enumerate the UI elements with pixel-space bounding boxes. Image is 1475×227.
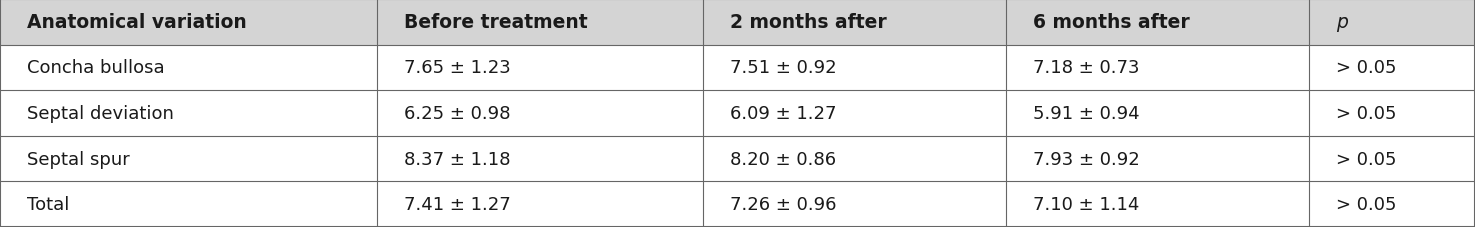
Text: 8.20 ± 0.86: 8.20 ± 0.86 — [730, 150, 836, 168]
Text: 8.37 ± 1.18: 8.37 ± 1.18 — [404, 150, 510, 168]
Text: > 0.05: > 0.05 — [1336, 105, 1397, 122]
Text: 7.18 ± 0.73: 7.18 ± 0.73 — [1032, 59, 1139, 77]
Text: 7.51 ± 0.92: 7.51 ± 0.92 — [730, 59, 836, 77]
Text: p: p — [1336, 13, 1348, 32]
Text: Anatomical variation: Anatomical variation — [27, 13, 246, 32]
Text: > 0.05: > 0.05 — [1336, 59, 1397, 77]
Text: 2 months after: 2 months after — [730, 13, 886, 32]
Text: Septal spur: Septal spur — [27, 150, 130, 168]
Text: Total: Total — [27, 195, 69, 213]
Text: 7.26 ± 0.96: 7.26 ± 0.96 — [730, 195, 836, 213]
Text: 7.65 ± 1.23: 7.65 ± 1.23 — [404, 59, 510, 77]
Text: 6.09 ± 1.27: 6.09 ± 1.27 — [730, 105, 836, 122]
Text: 5.91 ± 0.94: 5.91 ± 0.94 — [1032, 105, 1139, 122]
Text: > 0.05: > 0.05 — [1336, 150, 1397, 168]
Text: Septal deviation: Septal deviation — [27, 105, 174, 122]
Text: 6.25 ± 0.98: 6.25 ± 0.98 — [404, 105, 510, 122]
Text: Concha bullosa: Concha bullosa — [27, 59, 164, 77]
Text: 7.10 ± 1.14: 7.10 ± 1.14 — [1032, 195, 1139, 213]
Text: > 0.05: > 0.05 — [1336, 195, 1397, 213]
Text: 6 months after: 6 months after — [1032, 13, 1189, 32]
Text: Before treatment: Before treatment — [404, 13, 587, 32]
Text: 7.41 ± 1.27: 7.41 ± 1.27 — [404, 195, 510, 213]
Text: 7.93 ± 0.92: 7.93 ± 0.92 — [1032, 150, 1140, 168]
